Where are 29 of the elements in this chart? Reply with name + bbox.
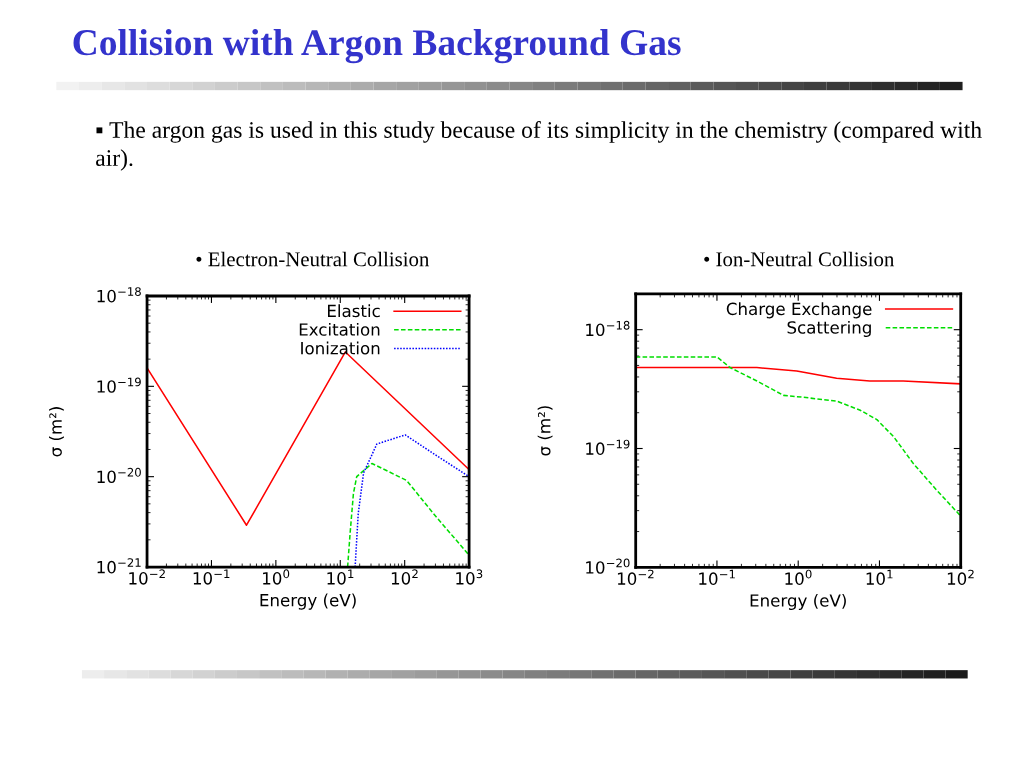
chart-title: • Ion-Neutral Collision — [704, 251, 895, 267]
x-tick-label: 10$^{−1}$ — [193, 569, 230, 585]
text: ▪ The argon gas is used in this study because of its simplicity in the chemistry (compared with air). — [96, 121, 982, 171]
y-tick-label: 10$^{−19}$ — [586, 439, 630, 455]
legend-label: Elastic — [328, 304, 380, 318]
x-tick-label: 10$^{0}$ — [785, 569, 812, 585]
x-tick-label: 10$^{−2}$ — [617, 569, 654, 585]
x-tick-label: 10$^{3}$ — [456, 569, 483, 585]
y-tick-label: 10$^{−18}$ — [586, 320, 630, 337]
y-tick-label: 10$^{−20}$ — [97, 467, 141, 484]
x-tick-label: 10$^{2}$ — [391, 569, 418, 585]
legend-label: Ionization — [301, 341, 380, 355]
chart-title: • Electron-Neutral Collision — [196, 251, 430, 267]
legend-label: Scattering — [787, 320, 871, 338]
y-tick-label: 10$^{−18}$ — [97, 287, 141, 303]
text: Collision with Argon Background Gas — [73, 28, 681, 64]
legend-label: Charge Exchange — [726, 302, 872, 319]
y-tick-label: 10$^{−19}$ — [97, 377, 141, 393]
x-tick-label: 10$^{1}$ — [866, 569, 893, 585]
x-tick-label: 10$^{0}$ — [263, 569, 290, 585]
legend-label: Excitation — [299, 322, 380, 336]
x-tick-label: 10$^{−2}$ — [129, 569, 165, 585]
x-tick-label: 10$^{−1}$ — [699, 569, 735, 585]
y-axis-title: σ (m²) — [537, 406, 553, 456]
x-axis-title: Energy (eV) — [750, 593, 846, 610]
x-axis-title: Energy (eV) — [260, 593, 356, 610]
x-tick-label: 10$^{2}$ — [947, 569, 974, 585]
x-tick-label: 10$^{1}$ — [327, 569, 354, 585]
y-axis-title: σ (m²) — [49, 407, 64, 457]
